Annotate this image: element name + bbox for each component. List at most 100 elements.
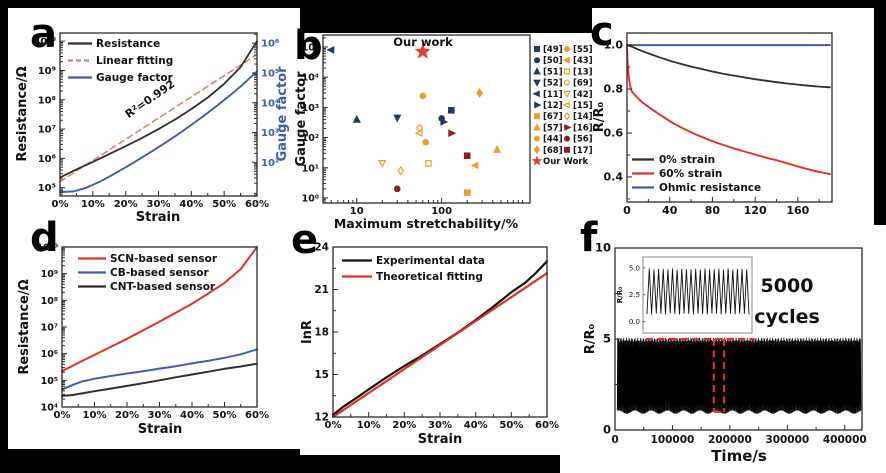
y-tick-label: 10³ (302, 103, 319, 114)
panel-a-ylabel: Resistance/Ω (15, 66, 30, 161)
panel-d-ylabel: Resistance/Ω (17, 279, 32, 374)
y-tick-label: 0 (603, 423, 611, 437)
x-tick-label: 100000 (651, 434, 695, 446)
panel-b-xlabel: Maximum stretchability/% (334, 216, 519, 231)
inset-y-tick-label: 2.5 (629, 291, 640, 299)
legend-label: [17] (573, 146, 593, 156)
legend-label: [13] (573, 67, 593, 77)
panel-e-ylabel: lnR (300, 320, 315, 344)
legend-label: [12] (543, 101, 563, 111)
y-tick-label: 10⁶ (38, 154, 56, 165)
y-tick-label: 10⁵ (302, 43, 319, 54)
y-tick-label: 10⁷ (38, 125, 56, 136)
legend-label: Experimental data (376, 255, 485, 267)
legend-label: [43] (573, 56, 593, 66)
y-tick-label: 21 (314, 284, 329, 296)
panel-e-chart: 0% 10% 20% 30% 40% 50% 60% 12 15 18 21 24 Strain lnR E… (300, 242, 559, 448)
legend-label: [52] (543, 79, 563, 89)
panel-a-y2label: Gauge factor (275, 66, 290, 162)
legend-label: [14] (573, 112, 593, 122)
legend-label: [15] (573, 101, 593, 111)
inset-y-tick-label: 0.0 (629, 318, 640, 326)
y-tick-label: 0.6 (604, 126, 624, 139)
legend-label: [11] (543, 90, 563, 100)
y-tick-label: 10¹⁰ (33, 37, 56, 48)
y-tick-label: 10⁹ (41, 269, 58, 280)
x-tick-label: 50% (212, 199, 236, 210)
panel-f-xlabel: Time/s (711, 447, 767, 465)
panel-letter-d: d (30, 215, 59, 261)
panel-background-b-e (300, 33, 592, 455)
y-tick-label: 10² (261, 158, 279, 169)
legend-label: SCN-based sensor (110, 253, 218, 265)
panel-letter-e: e (291, 217, 319, 263)
x-tick-label: 40% (464, 420, 488, 431)
y-tick-label: 5 (603, 332, 611, 346)
legend-label: [51] (543, 67, 563, 77)
panel-a-chart: 0% 10% 20% 30% 40% 50% 60% 10⁵ 10⁶ 10⁷ 10⁸ 10⁹ 10¹⁰ 1… (15, 32, 290, 225)
x-tick-label: 60% (535, 420, 559, 431)
x-tick-label: 50% (213, 410, 237, 421)
x-tick-label: 80 (705, 204, 721, 217)
x-tick-label: 0% (52, 199, 69, 210)
y-tick-label: 10⁴ (261, 98, 279, 109)
legend-label: [68] (543, 146, 563, 156)
panel-f-chart: 0 100000 200000 300000 400000 0 5 10 Time/s R/R₀ 0… (583, 241, 867, 466)
legend-label: Ohmic resistance (659, 182, 761, 194)
x-tick-label: 200000 (708, 434, 752, 446)
legend-label: [49] (543, 45, 563, 55)
legend-label: CB-based sensor (110, 267, 210, 279)
x-tick-label: 50% (499, 420, 523, 431)
panel-d-xlabel: Strain (138, 422, 182, 437)
y-tick-label: 10⁶ (261, 39, 279, 50)
panel-a-xlabel: Strain (136, 210, 180, 225)
panel-letter-f: f (580, 215, 598, 261)
y-tick-label: 10¹ (302, 163, 319, 174)
panel-b-chart: 10 100 10⁰ 10¹ 10² 10³ 10⁴ 10⁵ Our work Maximum s… (294, 34, 593, 231)
y-tick-label: 10³ (261, 128, 279, 139)
y-tick-label: 10⁵ (41, 376, 58, 387)
y-tick-label: 10¹⁰ (36, 243, 58, 254)
x-tick-label: 40% (179, 199, 203, 210)
legend-label: 60% strain (659, 168, 722, 180)
legend-label: [55] (573, 45, 593, 55)
y-tick-label: 18 (314, 327, 329, 339)
y-tick-label: 10⁴ (41, 403, 58, 414)
x-tick-label: 400000 (823, 434, 867, 446)
y-tick-label: 24 (314, 242, 329, 254)
panel-letter-a: a (30, 11, 57, 57)
legend-label: Resistance (96, 38, 160, 50)
legend-label: [42] (573, 90, 593, 100)
x-tick-label: 30% (148, 410, 172, 421)
panel-e-xlabel: Strain (418, 432, 462, 447)
cycles-annotation-line2: cycles (754, 306, 820, 328)
legend-label: [16] (573, 123, 593, 133)
y-tick-label: 1.0 (604, 39, 624, 52)
panel-b-ylabel: Gauge factor (294, 71, 309, 167)
y-tick-label: 0.4 (604, 170, 624, 183)
panel-d-chart: 0% 10% 20% 30% 40% 50% 60% 10⁴ 10⁵ 10⁶ 10⁷ 10⁸ 10⁹ 10… (17, 243, 269, 438)
y-tick-label: 10⁹ (38, 66, 56, 77)
x-tick-label: 60% (245, 410, 269, 421)
y-tick-label: 10⁵ (261, 68, 279, 79)
panel-letter-c: c (590, 9, 614, 55)
legend-label: Linear fitting (96, 55, 173, 67)
y-tick-label: 10 (595, 241, 611, 255)
x-tick-label: 0 (611, 434, 618, 446)
x-tick-label: 30% (428, 420, 452, 431)
legend-label: [56] (573, 135, 593, 145)
x-tick-label: 120 (744, 204, 767, 217)
y-tick-label: 15 (314, 369, 329, 381)
cycles-annotation-line1: 5000 (761, 275, 814, 297)
x-tick-label: 60% (245, 199, 269, 210)
y-tick-label: 10⁵ (38, 183, 56, 194)
x-tick-label: 30% (147, 199, 171, 210)
legend-label: Our Work (543, 157, 589, 167)
x-tick-label: 0% (325, 420, 342, 431)
legend-label: Theoretical fitting (376, 271, 483, 283)
y-tick-label: 10⁸ (38, 95, 56, 106)
legend-label: 0% strain (659, 154, 715, 166)
inset-y-tick-label: 5.0 (629, 264, 640, 272)
